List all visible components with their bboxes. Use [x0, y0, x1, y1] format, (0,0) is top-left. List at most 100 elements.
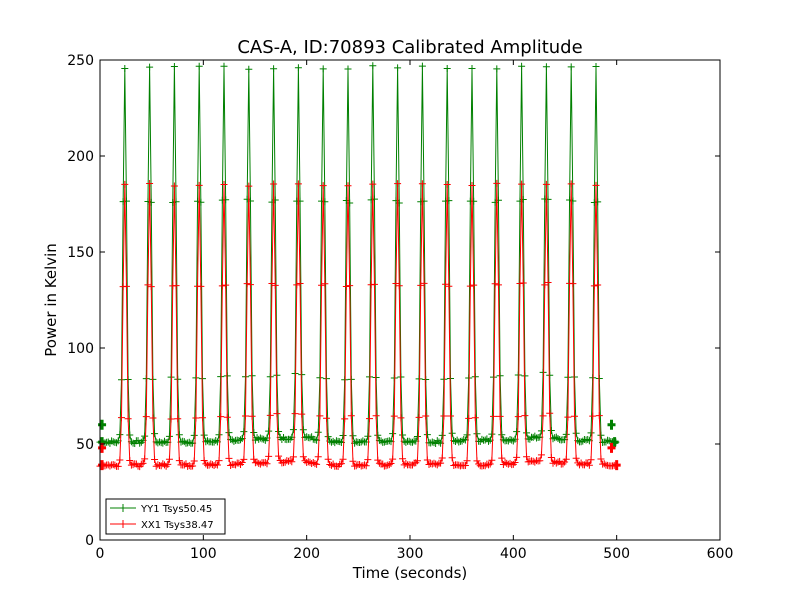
data-point	[377, 437, 385, 445]
data-point	[217, 413, 225, 421]
x-tick-label: 500	[603, 546, 630, 562]
data-point	[195, 62, 203, 70]
data-point	[324, 433, 332, 441]
data-point	[284, 457, 292, 465]
data-point	[488, 430, 496, 438]
data-point	[481, 462, 489, 470]
data-point	[567, 180, 575, 188]
data-point	[344, 65, 352, 73]
data-point	[255, 459, 263, 467]
data-point	[313, 460, 321, 468]
data-point	[402, 460, 410, 468]
data-point	[422, 412, 430, 420]
data-point	[493, 179, 501, 187]
data-point	[109, 461, 117, 469]
data-point	[562, 455, 570, 463]
data-point	[369, 180, 377, 188]
data-point	[385, 437, 393, 445]
data-point	[552, 459, 560, 467]
legend-box	[105, 498, 226, 535]
data-point	[271, 281, 279, 289]
data-point	[395, 282, 403, 290]
y-tick-label: 50	[76, 437, 94, 453]
data-point	[364, 432, 372, 440]
data-point	[251, 459, 259, 467]
data-point	[408, 438, 416, 446]
data-point	[488, 456, 496, 464]
data-point	[256, 460, 264, 468]
data-point	[389, 455, 397, 463]
legend-label-yy1: YY1 Tsys50.45	[140, 504, 212, 515]
data-point	[339, 432, 347, 440]
data-point	[572, 429, 580, 437]
data-point	[270, 180, 278, 188]
data-point	[544, 278, 552, 286]
x-tick-label: 400	[500, 546, 527, 562]
data-point	[511, 458, 519, 466]
data-point	[428, 438, 436, 446]
data-point	[190, 431, 198, 439]
data-point	[332, 437, 340, 445]
data-point	[592, 62, 600, 70]
data-point	[170, 182, 178, 190]
data-point	[167, 415, 175, 423]
data-point	[225, 454, 233, 462]
x-tick-label: 300	[397, 546, 424, 562]
data-point	[220, 180, 228, 188]
data-point	[289, 426, 297, 434]
x-tick-label: 0	[96, 546, 105, 562]
data-point	[121, 180, 129, 188]
series-xx1	[96, 179, 621, 471]
data-point	[486, 460, 494, 468]
data-point	[213, 461, 221, 469]
legend-marker-xx1	[119, 520, 127, 528]
data-point	[294, 180, 302, 188]
y-tick-label: 200	[67, 149, 94, 165]
data-point	[600, 460, 608, 468]
data-point	[189, 462, 197, 470]
data-point	[240, 428, 248, 436]
data-point	[571, 412, 579, 420]
data-point	[514, 413, 522, 421]
data-point	[238, 458, 246, 466]
data-point	[523, 453, 531, 461]
data-point	[420, 279, 428, 287]
data-point	[306, 434, 314, 442]
data-point	[174, 415, 182, 423]
data-point	[489, 412, 497, 420]
data-point	[337, 460, 345, 468]
data-point	[468, 64, 476, 72]
data-point	[537, 427, 545, 435]
data-point	[260, 435, 268, 443]
data-point	[443, 65, 451, 73]
data-point	[301, 457, 309, 465]
data-point	[327, 461, 335, 469]
data-point	[595, 412, 603, 420]
data-point	[539, 368, 547, 376]
data-point	[470, 281, 478, 289]
data-point	[604, 436, 612, 444]
x-tick-label: 600	[707, 546, 734, 562]
data-point	[341, 415, 349, 423]
data-point	[319, 182, 327, 190]
data-point	[210, 462, 218, 470]
data-point	[463, 457, 471, 465]
data-point	[437, 459, 445, 467]
data-point	[336, 438, 344, 446]
data-point	[289, 453, 297, 461]
y-tick-label: 250	[67, 53, 94, 69]
data-point	[170, 63, 178, 70]
data-point	[180, 461, 188, 469]
end-point	[98, 419, 107, 430]
data-point	[121, 64, 129, 72]
data-point	[286, 457, 294, 465]
data-point	[359, 437, 367, 445]
y-tick-label: 100	[67, 341, 94, 357]
data-point	[519, 279, 527, 287]
data-point	[466, 282, 474, 290]
data-point	[374, 431, 382, 439]
data-point	[589, 412, 597, 420]
data-point	[415, 413, 423, 421]
data-point	[321, 280, 329, 288]
